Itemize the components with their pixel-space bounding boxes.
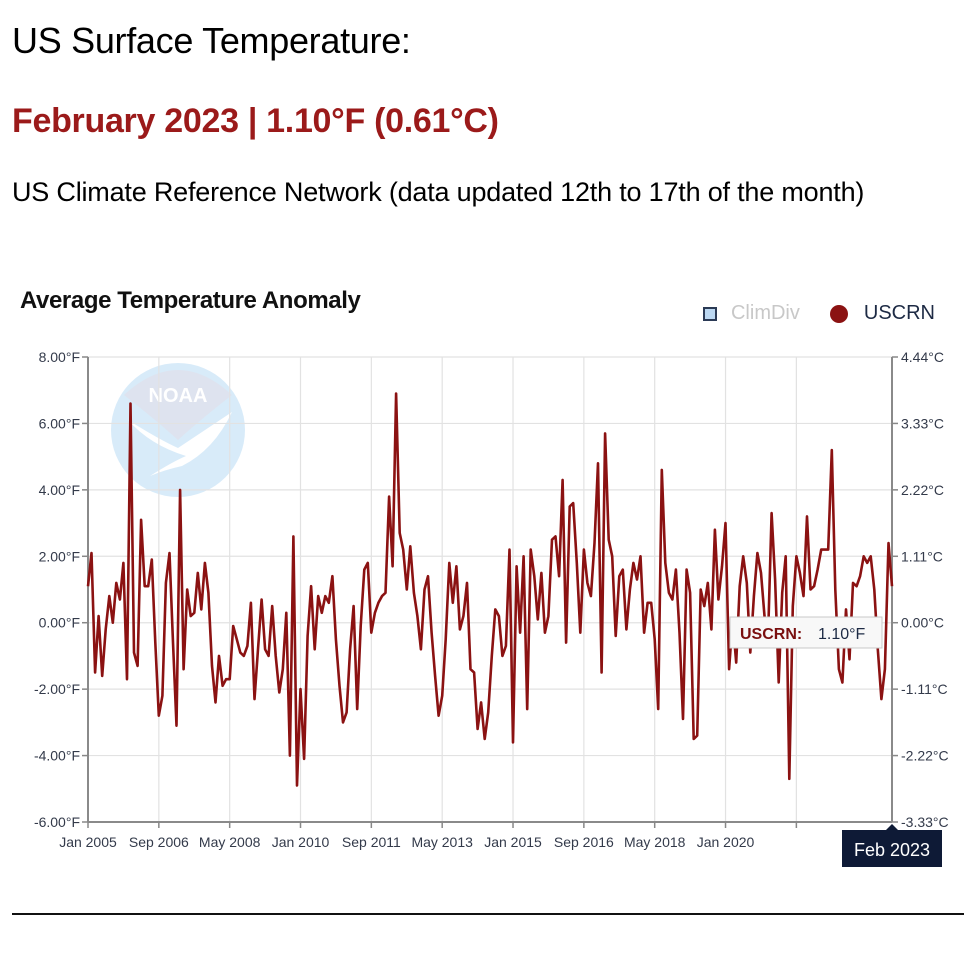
x-tick-label: May 2008 [199, 834, 261, 850]
legend-item-climdiv[interactable]: ClimDiv [702, 302, 800, 325]
y-tick-label-right: -2.22°C [901, 748, 949, 764]
x-tick-label: May 2018 [624, 834, 686, 850]
x-tick-label: Jan 2010 [272, 834, 330, 850]
legend-label-uscrn: USCRN [863, 302, 935, 324]
noaa-logo-icon: NOAA [111, 363, 245, 497]
crosshair-date-text: Feb 2023 [854, 840, 930, 860]
circle-marker-icon [829, 304, 848, 323]
chart-svg[interactable]: NOAA 8.00°F 6.00°F 4.00°F 2.00°F 0.00°F -2.00… [0, 0, 975, 900]
y-tick-label-left: -4.00°F [34, 748, 80, 764]
y-tick-label-left: 0.00°F [39, 615, 80, 631]
y-tick-label-right: 2.22°C [901, 482, 944, 498]
x-tick-label: Jan 2015 [484, 834, 542, 850]
y-axis-left: 8.00°F 6.00°F 4.00°F 2.00°F 0.00°F -2.00°F -4.… [34, 349, 88, 830]
y-tick-label-left: 2.00°F [39, 548, 80, 564]
x-tick-label: Sep 2011 [342, 834, 401, 850]
page-title: US Surface Temperature: [12, 20, 411, 61]
y-tick-label-left: -6.00°F [34, 814, 80, 830]
legend-label-climdiv: ClimDiv [730, 302, 800, 324]
y-tick-label-left: 8.00°F [39, 349, 80, 365]
square-marker-icon [702, 306, 717, 321]
x-tick-label: May 2013 [411, 834, 473, 850]
section-divider [12, 913, 964, 915]
x-axis: Jan 2005 Sep 2006 May 2008 Jan 2010 Sep 2011… [59, 822, 798, 850]
y-tick-label-right: 3.33°C [901, 415, 944, 431]
uscrn-series-line[interactable] [86, 392, 894, 787]
y-tick-label-left: 4.00°F [39, 482, 80, 498]
noaa-logo-text: NOAA [149, 385, 208, 407]
y-tick-label-left: -2.00°F [34, 681, 80, 697]
axes [87, 357, 893, 823]
y-axis-right: 4.44°C 3.33°C 2.22°C 1.11°C 0.00°C -1.11°C -2.… [892, 349, 949, 830]
tooltip-value: 1.10°F [818, 626, 866, 643]
chart-title: Average Temperature Anomaly [20, 287, 361, 314]
chart-legend: ClimDiv USCRN [673, 302, 935, 325]
data-source-note: US Climate Reference Network (data updat… [12, 177, 865, 207]
current-anomaly-subtitle: February 2023 | 1.10°F (0.61°C) [12, 102, 499, 140]
y-tick-label-right: 0.00°C [901, 615, 944, 631]
legend-item-uscrn[interactable]: USCRN [829, 302, 935, 325]
y-tick-label-right: -3.33°C [901, 814, 949, 830]
y-tick-label-right: -1.11°C [901, 681, 948, 697]
tooltip-series-label: USCRN: [740, 626, 802, 643]
x-tick-label: Sep 2016 [554, 834, 614, 850]
y-tick-label-right: 4.44°C [901, 349, 944, 365]
value-tooltip: USCRN: 1.10°F [729, 616, 883, 649]
crosshair-date-label: Feb 2023 [842, 824, 942, 867]
x-tick-label: Jan 2020 [697, 834, 755, 850]
y-tick-label-left: 6.00°F [39, 415, 80, 431]
x-tick-label: Jan 2005 [59, 834, 117, 850]
y-tick-label-right: 1.11°C [901, 548, 943, 564]
x-tick-label: Sep 2006 [129, 834, 189, 850]
